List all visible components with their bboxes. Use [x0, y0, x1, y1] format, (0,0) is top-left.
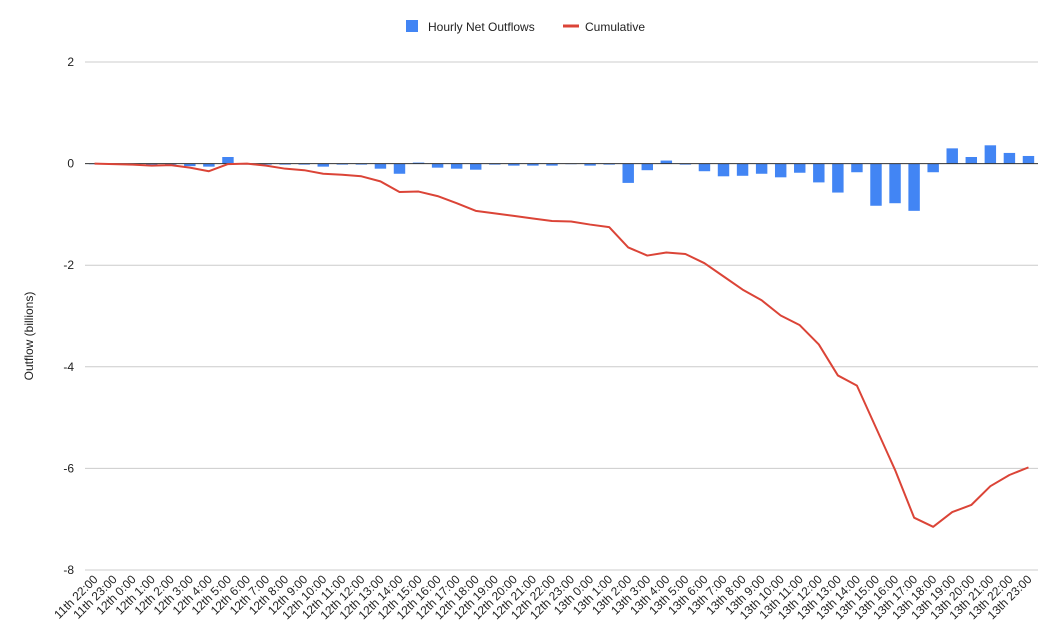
bar	[946, 148, 958, 164]
bar	[527, 163, 539, 166]
bar	[660, 160, 673, 164]
bar	[1003, 152, 1016, 164]
y-tick-label: -4	[63, 360, 74, 374]
bar	[508, 163, 520, 166]
bar	[336, 163, 349, 165]
bar	[965, 157, 978, 164]
bar	[927, 163, 939, 173]
bar	[832, 163, 844, 193]
bar	[450, 163, 463, 169]
bar	[222, 157, 234, 164]
y-tick-label: 0	[67, 157, 74, 171]
line-series	[94, 162, 1029, 528]
bar	[1022, 155, 1035, 164]
legend: Hourly Net Outflows Cumulative	[406, 20, 645, 34]
cumulative-line	[94, 162, 1029, 528]
bar	[755, 163, 768, 174]
legend-swatch-hourly-net-outflows	[406, 20, 418, 32]
y-tick-label: -6	[63, 461, 74, 475]
bar	[470, 163, 482, 170]
bar	[813, 163, 825, 183]
bar	[717, 163, 730, 177]
y-axis-label: Outflow (billions)	[22, 292, 36, 381]
bar	[317, 163, 329, 167]
y-tick-label: 2	[67, 55, 74, 69]
legend-label-cumulative: Cumulative	[585, 20, 645, 34]
bar	[984, 145, 997, 164]
legend-label-hourly-net-outflows: Hourly Net Outflows	[428, 20, 535, 34]
bar	[412, 162, 425, 164]
legend-swatch-cumulative	[563, 24, 579, 28]
bar	[774, 163, 787, 178]
bar	[298, 163, 310, 165]
bar	[870, 163, 882, 206]
y-tick-label: -2	[63, 258, 74, 272]
bar-series	[88, 145, 1035, 211]
bar	[374, 163, 387, 169]
bar	[622, 163, 634, 183]
gridlines	[85, 61, 1038, 571]
bar	[279, 163, 291, 165]
bar	[641, 163, 653, 171]
bar	[431, 163, 444, 168]
bar	[184, 163, 196, 167]
bar	[603, 163, 615, 165]
bar	[794, 163, 806, 173]
bar	[908, 163, 920, 211]
bar	[260, 163, 272, 165]
bar	[355, 163, 368, 165]
bar	[679, 163, 692, 165]
bar	[165, 163, 177, 165]
y-tick-label: -8	[63, 563, 74, 577]
bar	[393, 163, 406, 174]
bar	[145, 163, 158, 165]
bar	[546, 163, 558, 166]
bar	[489, 163, 501, 165]
bar	[736, 163, 749, 176]
bar	[203, 163, 215, 167]
bar	[584, 163, 596, 166]
bar	[698, 163, 711, 172]
bar	[851, 163, 863, 173]
bar	[889, 163, 901, 204]
y-axis-ticks: 2 0 -2 -4 -6 -8	[63, 55, 74, 577]
